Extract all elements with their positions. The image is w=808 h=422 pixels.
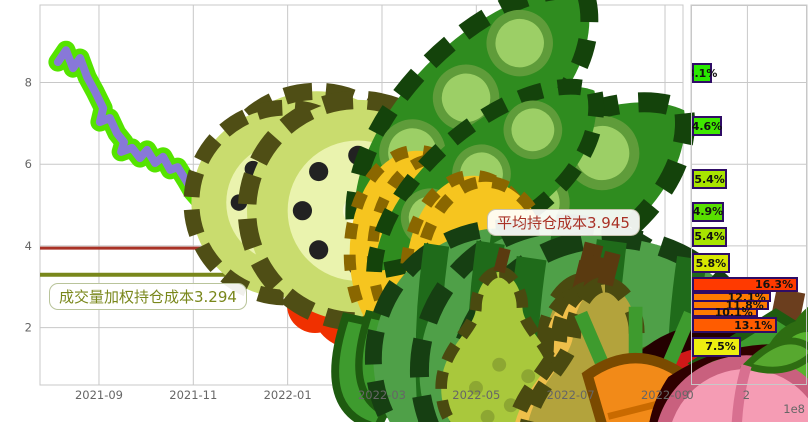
volume-bar: 3.1%	[692, 63, 717, 84]
volume-bar-label: 5.4%	[694, 230, 725, 243]
volume-bar-label: 3.1%	[692, 66, 718, 80]
volume-bar: 4.9%	[692, 201, 724, 222]
volume-bar: 5.8%	[692, 253, 730, 274]
mini-x-tick-label: 2	[743, 388, 750, 402]
volume-bar-label: 10.1%	[714, 305, 753, 319]
x-tick-label: 2021-09	[75, 388, 123, 402]
volume-profile-panel[interactable]: 3.1%4.6%5.4%4.9%5.4%5.8%16.3%12.1%11.8%1…	[691, 5, 807, 385]
volume-bar: 13.1%	[692, 317, 778, 334]
volume-bar-label: 11.8%	[725, 298, 764, 312]
mini-axis-unit-label: 1e8	[783, 402, 805, 416]
x-tick-label: 2022-05	[452, 388, 500, 402]
x-tick-label: 2022-09	[641, 388, 689, 402]
x-tick-label: 2021-11	[169, 388, 217, 402]
volume-bar-label: 7.5%	[705, 340, 736, 354]
volume-bar: 10.1%	[692, 305, 758, 319]
x-tick-label: 2022-03	[358, 388, 406, 402]
average-cost-label: 平均持仓成本3.945	[487, 209, 640, 236]
volume-bar: 5.4%	[692, 226, 728, 247]
y-tick-label: 2	[25, 321, 32, 335]
volume-bar-label: 12.1%	[727, 290, 766, 304]
volume-bar: 7.5%	[692, 336, 741, 357]
volume-bar: 16.3%	[692, 276, 799, 292]
mini-x-tick-label: 0	[686, 388, 693, 402]
volume-bar-label: 4.9%	[692, 205, 724, 219]
volume-bar-label: 16.3%	[754, 277, 794, 291]
volume-bar-label: 13.1%	[734, 318, 773, 332]
y-tick-label: 8	[25, 76, 32, 90]
volume-bar: 5.4%	[692, 169, 728, 190]
x-tick-label: 2022-01	[264, 388, 312, 402]
y-tick-label: 6	[25, 157, 32, 171]
volume-bar: 4.6%	[691, 116, 723, 137]
y-tick-label: 4	[25, 239, 32, 253]
vwap-cost-label: 成交量加权持仓成本3.294	[49, 283, 247, 310]
volume-bar-label: 5.4%	[694, 172, 725, 186]
axis-labels: 8 6 4 2 2021-09 2021-11 2022-01 2022-03 2022-05 2…	[25, 76, 805, 417]
x-tick-label: 2022-07	[547, 388, 595, 402]
volume-bar-label: 5.8%	[695, 256, 727, 270]
volume-bar-label: 4.6%	[691, 119, 723, 133]
